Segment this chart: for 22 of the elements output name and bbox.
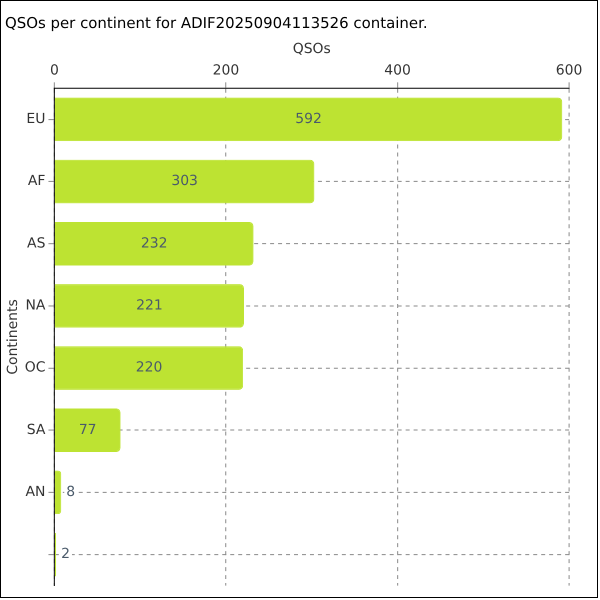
y-tick-label: NA [25, 298, 46, 314]
data-label: 232 [140, 235, 168, 252]
y-tick-label: SA [26, 422, 46, 438]
x-tick-label: 0 [50, 62, 59, 79]
data-label: 220 [136, 360, 162, 376]
data-label: 77 [78, 422, 97, 438]
x-tick-label: 600 [556, 62, 582, 79]
y-tick-label: OC [24, 360, 46, 376]
data-label: 303 [171, 173, 198, 190]
x-tick-label: 400 [384, 62, 411, 79]
y-axis-title: Continents [4, 299, 21, 375]
data-label: 8 [66, 484, 76, 500]
data-label: 2 [61, 546, 70, 562]
y-tick-label: EU [26, 111, 46, 128]
x-tick-label: 200 [212, 62, 240, 79]
y-tick-label: AF [28, 173, 46, 190]
y-tick-label: AN [25, 484, 46, 500]
data-label: 221 [136, 298, 163, 314]
x-axis-title: QSOs [292, 40, 331, 57]
chart-title: QSOs per continent for ADIF20250904113526 container. [4, 14, 428, 32]
y-tick-label: AS [27, 235, 46, 252]
data-label: 592 [295, 111, 322, 128]
